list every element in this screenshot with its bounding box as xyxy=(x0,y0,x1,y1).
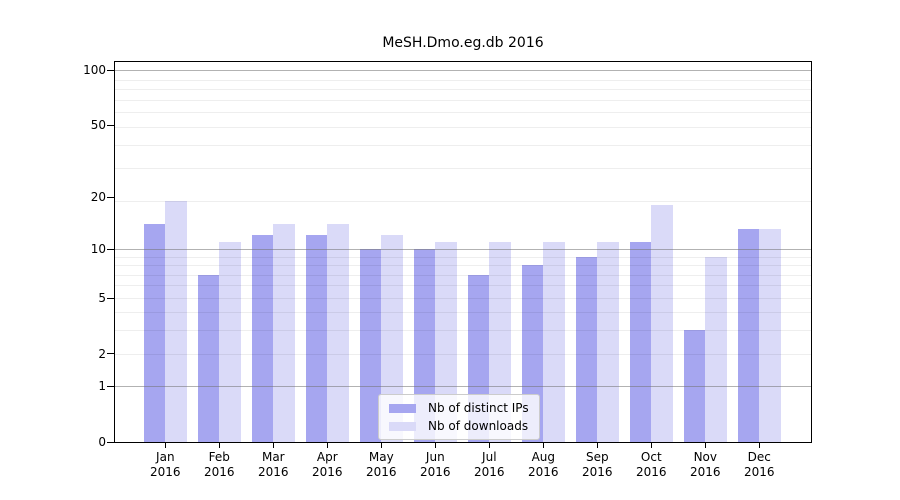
minor-gridline xyxy=(115,256,811,258)
bar-downloads-may xyxy=(381,235,403,442)
y-tick-label: 50 xyxy=(90,118,106,133)
legend-item: Nb of distinct IPs xyxy=(389,401,529,415)
minor-gridline xyxy=(115,126,811,128)
y-tick-mark xyxy=(107,442,114,443)
bar-downloads-dec xyxy=(759,229,781,442)
bar-downloads-jul xyxy=(489,241,511,442)
minor-gridline xyxy=(115,144,811,146)
y-tick-label: 2 xyxy=(98,346,106,361)
major-gridline xyxy=(115,70,811,72)
y-tick-label: 100 xyxy=(83,63,106,78)
bar-distinct-ips-oct xyxy=(629,241,652,442)
bar-downloads-sep xyxy=(597,241,619,442)
chart-title: MeSH.Dmo.eg.db 2016 xyxy=(382,35,544,51)
minor-gridline xyxy=(115,200,811,202)
x-tick-label: Sep 2016 xyxy=(582,450,613,479)
x-tick-label: Jul 2016 xyxy=(474,450,505,479)
x-tick-mark xyxy=(705,443,707,448)
bar-downloads-jun xyxy=(435,241,457,442)
y-tick-label: 20 xyxy=(90,189,106,204)
y-tick-mark xyxy=(107,197,114,198)
x-tick-mark xyxy=(381,443,383,448)
minor-gridline xyxy=(115,330,811,332)
y-tick-mark xyxy=(107,386,114,387)
minor-gridline xyxy=(115,312,811,314)
major-gridline xyxy=(115,248,811,250)
minor-gridline xyxy=(115,168,811,169)
plot-area: Nb of distinct IPs Nb of downloads 0 1 2 5 1… xyxy=(83,61,812,479)
bar-distinct-ips-dec xyxy=(737,229,760,442)
x-tick-mark xyxy=(651,443,653,448)
bar-downloads-feb xyxy=(219,241,241,442)
bar-distinct-ips-feb xyxy=(197,274,220,442)
x-tick-mark xyxy=(273,443,275,448)
bar-distinct-ips-jun xyxy=(413,248,436,442)
bar-distinct-ips-nov xyxy=(683,330,706,442)
x-tick-label: Jun 2016 xyxy=(420,450,451,479)
x-tick-mark xyxy=(165,443,167,448)
minor-gridline xyxy=(115,89,811,90)
legend-label: Nb of downloads xyxy=(428,419,529,433)
minor-gridline xyxy=(115,353,811,355)
legend-label: Nb of distinct IPs xyxy=(428,401,529,415)
y-tick-label: 5 xyxy=(98,290,106,305)
y-tick-label: 1 xyxy=(98,379,106,394)
minor-gridline xyxy=(115,99,811,101)
legend-swatch xyxy=(389,421,416,431)
bar-downloads-oct xyxy=(651,204,673,442)
y-tick-mark xyxy=(107,353,114,354)
x-tick-mark xyxy=(435,443,437,448)
x-tick-label: Jan 2016 xyxy=(150,450,181,479)
x-tick-mark xyxy=(327,443,329,448)
x-tick-mark xyxy=(759,443,761,448)
minor-gridline xyxy=(115,285,811,287)
legend-swatch xyxy=(389,403,416,413)
minor-gridline xyxy=(115,79,811,81)
bar-distinct-ips-jan xyxy=(143,223,166,442)
x-tick-label: Nov 2016 xyxy=(690,450,721,479)
bar-downloads-mar xyxy=(273,223,295,442)
bar-downloads-apr xyxy=(327,223,349,442)
x-tick-label: Dec 2016 xyxy=(744,450,775,479)
x-tick-mark xyxy=(219,443,221,448)
bar-distinct-ips-mar xyxy=(251,235,274,442)
bar-downloads-jan xyxy=(165,200,187,442)
x-tick-mark xyxy=(597,443,599,448)
x-tick-label: Oct 2016 xyxy=(636,450,667,479)
x-tick-label: Apr 2016 xyxy=(312,450,343,479)
y-tick-mark xyxy=(107,125,114,126)
x-tick-label: Aug 2016 xyxy=(528,450,559,479)
x-tick-label: May 2016 xyxy=(366,450,397,479)
y-tick-mark xyxy=(107,70,114,71)
bar-distinct-ips-apr xyxy=(305,235,328,442)
minor-gridline xyxy=(115,265,811,266)
minor-gridline xyxy=(115,112,811,114)
minor-gridline xyxy=(115,297,811,299)
y-tick-label: 10 xyxy=(90,241,106,256)
minor-gridline xyxy=(115,274,811,276)
y-tick-mark xyxy=(107,298,114,299)
x-tick-mark xyxy=(489,443,491,448)
bar-downloads-nov xyxy=(705,256,727,442)
legend: Nb of distinct IPs Nb of downloads xyxy=(378,394,540,440)
x-tick-label: Mar 2016 xyxy=(258,450,289,479)
bar-distinct-ips-may xyxy=(359,248,382,442)
bar-downloads-aug xyxy=(543,241,565,442)
bar-distinct-ips-sep xyxy=(575,256,598,442)
x-tick-mark xyxy=(543,443,545,448)
legend-item: Nb of downloads xyxy=(389,419,529,433)
major-gridline xyxy=(115,386,811,388)
y-tick-mark xyxy=(107,249,114,250)
y-tick-label: 0 xyxy=(98,435,106,449)
x-tick-label: Feb 2016 xyxy=(204,450,235,479)
